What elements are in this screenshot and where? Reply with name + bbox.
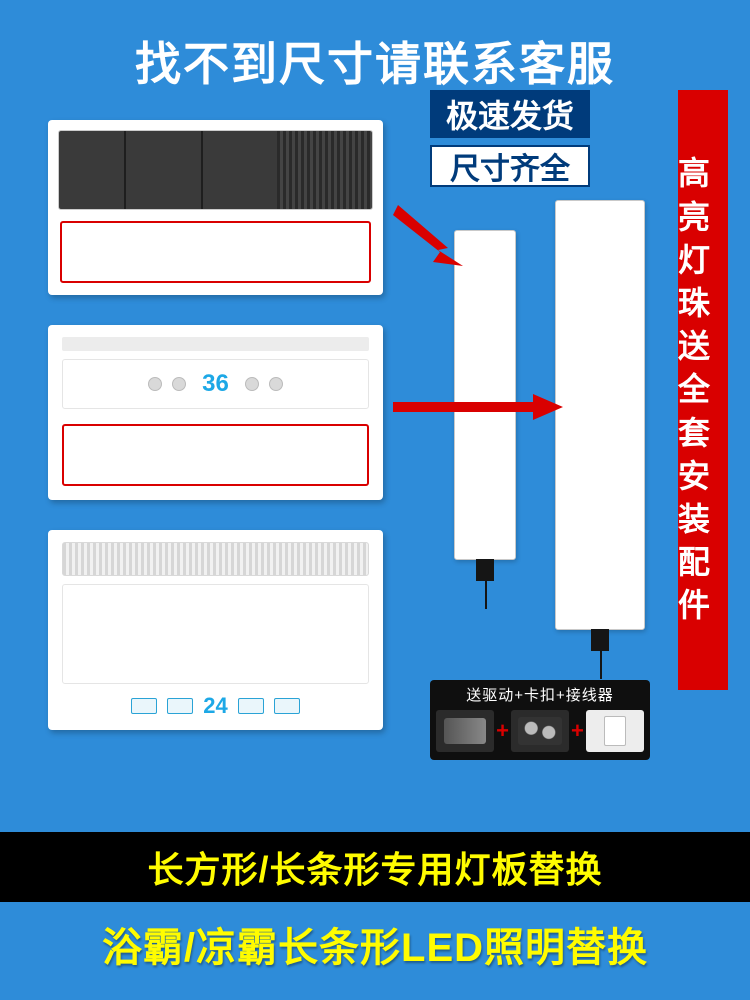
- accessory-clip-icon: [511, 710, 569, 752]
- control-dot-icon: [148, 377, 162, 391]
- panel3-controls: 24: [62, 692, 369, 720]
- connector-icon: [476, 559, 494, 581]
- led-strip-wide: [555, 200, 645, 630]
- wire-icon: [600, 649, 602, 679]
- badge-fast-ship: 极速发货: [430, 90, 590, 138]
- accessory-connector-icon: [586, 710, 644, 752]
- panel2-display: 36: [202, 370, 229, 398]
- plus-icon: +: [496, 718, 509, 744]
- arrow-icon: [393, 200, 463, 270]
- accessory-driver-icon: [436, 710, 494, 752]
- control-chip-icon: [167, 698, 193, 714]
- bottom-bar-1: 长方形/长条形专用灯板替换: [0, 832, 750, 902]
- panel3-display: 24: [203, 693, 227, 719]
- panel1-led-slot: [60, 221, 371, 283]
- accessories-row: + +: [436, 708, 644, 754]
- product-panel-3: 24: [48, 530, 383, 730]
- panel2-controls: 36: [62, 359, 369, 409]
- bottom-bar-2: 浴霸/凉霸长条形LED照明替换: [0, 906, 750, 982]
- page-title: 找不到尺寸请联系客服: [0, 28, 750, 94]
- connector-icon: [591, 629, 609, 651]
- right-promo-banner: 高亮灯珠 送全套安装配件: [678, 90, 728, 690]
- accessories-box: 送驱动+卡扣+接线器 + +: [430, 680, 650, 760]
- panel3-grille: [62, 542, 369, 576]
- panel3-light-area: [62, 584, 369, 684]
- speaker-grille-icon: [277, 131, 372, 209]
- badge-full-size: 尺寸齐全: [430, 145, 590, 187]
- control-dot-icon: [269, 377, 283, 391]
- control-dot-icon: [172, 377, 186, 391]
- plus-icon: +: [571, 718, 584, 744]
- control-dot-icon: [245, 377, 259, 391]
- arrow-icon: [393, 392, 563, 422]
- right-banner-text: 高亮灯珠 送全套安装配件: [678, 152, 728, 627]
- product-panel-1: [48, 120, 383, 295]
- control-chip-icon: [238, 698, 264, 714]
- panel2-led-slot: [62, 424, 369, 486]
- accessories-title: 送驱动+卡扣+接线器: [430, 684, 650, 705]
- product-panel-2: 36: [48, 325, 383, 500]
- control-chip-icon: [131, 698, 157, 714]
- vent-grille-icon: [59, 131, 277, 209]
- control-chip-icon: [274, 698, 300, 714]
- panel1-vent-assembly: [58, 130, 373, 210]
- panel2-top-bar: [62, 337, 369, 351]
- wire-icon: [485, 579, 487, 609]
